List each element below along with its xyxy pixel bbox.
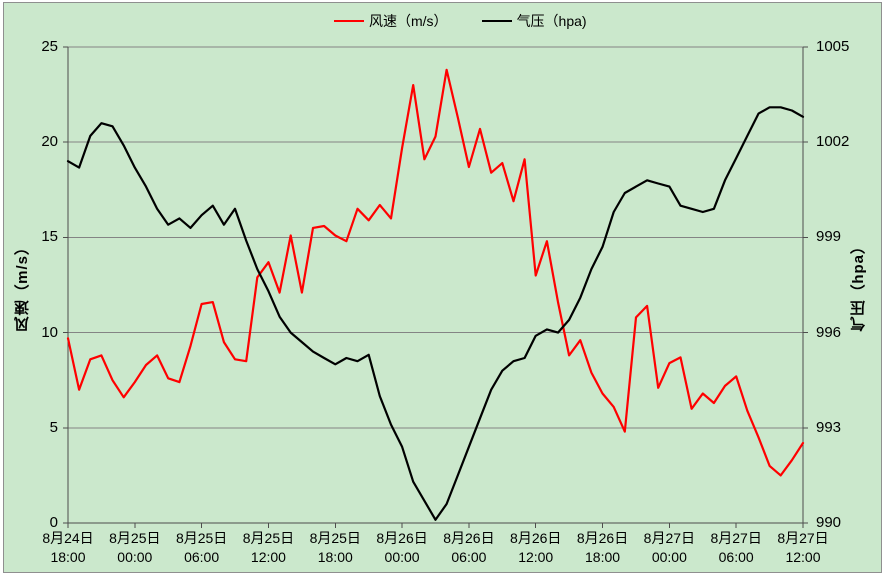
right-axis-title: 气压（hpa）: [849, 238, 867, 332]
x-tick-date: 8月26日: [510, 530, 562, 546]
x-tick-time: 18:00: [585, 548, 621, 565]
right-axis-title-wrap: 气压（hpa）: [845, 47, 871, 523]
wind-speed-line: [66, 68, 805, 477]
x-axis-tick-label: 8月26日 12:00: [491, 529, 581, 566]
right-axis-tick-label: 993: [816, 418, 842, 436]
x-tick-date: 8月25日: [109, 530, 161, 546]
x-tick-time: 00:00: [117, 548, 153, 565]
x-axis-tick-label: 8月27日 00:00: [624, 529, 714, 566]
x-tick-date: 8月27日: [777, 530, 829, 546]
right-axis-tick-label: 996: [816, 323, 842, 341]
wind-legend-line-icon: [334, 20, 364, 22]
legend-item-pressure: 气压（hpa): [481, 11, 587, 31]
legend-item-wind: 风速（m/s）: [334, 11, 448, 31]
left-axis-tick-label: 25: [41, 38, 58, 55]
left-axis-tick-label: 5: [49, 418, 58, 436]
x-tick-date: 8月27日: [710, 530, 762, 546]
x-axis-tick-label: 8月25日 12:00: [223, 529, 313, 566]
wind-legend-label: 风速（m/s）: [369, 13, 448, 29]
x-tick-time: 06:00: [451, 548, 487, 565]
x-axis-tick-label: 8月25日 18:00: [290, 529, 380, 566]
left-axis-title: 风速（m/s）: [13, 238, 31, 332]
x-tick-date: 8月26日: [376, 530, 428, 546]
x-tick-time: 18:00: [50, 548, 86, 565]
right-axis-tick-label: 1002: [816, 133, 850, 151]
right-axis-tick-label: 999: [816, 228, 842, 246]
legend: 风速（m/s） 气压（hpa): [334, 11, 587, 31]
x-tick-date: 8月25日: [175, 530, 228, 546]
pressure-line: [66, 106, 805, 521]
left-axis-tick-label: 20: [41, 133, 58, 151]
x-tick-time: 12:00: [518, 548, 554, 565]
x-tick-time: 00:00: [384, 548, 420, 565]
pressure-legend-label: 气压（hpa): [516, 13, 587, 29]
x-axis-tick-label: 8月26日 18:00: [558, 529, 648, 566]
x-tick-time: 00:00: [651, 548, 687, 565]
pressure-legend-line-icon: [481, 20, 512, 22]
left-axis-title-wrap: 风速（m/s）: [9, 47, 35, 523]
x-axis-tick-label: 8月25日 06:00: [157, 529, 247, 566]
right-axis-tick-label: 990: [816, 514, 842, 531]
x-tick-time: 12:00: [250, 548, 286, 565]
left-axis-tick-label: 15: [41, 228, 58, 246]
x-tick-time: 06:00: [184, 548, 220, 565]
x-tick-date: 8月27日: [643, 530, 696, 546]
x-axis-tick-label: 8月24日 18:00: [23, 529, 113, 566]
x-axis-tick-label: 8月25日 00:00: [90, 529, 180, 566]
x-tick-date: 8月26日: [443, 530, 495, 546]
x-axis-tick-label: 8月26日 00:00: [357, 529, 447, 566]
x-axis-tick-label: 8月26日 06:00: [424, 529, 514, 566]
x-axis-tick-label: 8月27日 06:00: [691, 529, 781, 566]
right-axis-tick-label: 1005: [816, 38, 850, 55]
x-axis-tick-label: 8月27日 12:00: [758, 529, 848, 566]
x-tick-time: 12:00: [785, 548, 821, 565]
x-tick-date: 8月25日: [309, 530, 361, 546]
x-tick-date: 8月24日: [42, 530, 94, 546]
x-tick-time: 18:00: [317, 548, 353, 565]
x-tick-time: 06:00: [718, 548, 754, 565]
left-axis-tick-label: 0: [49, 514, 58, 531]
left-axis-tick-label: 10: [41, 323, 58, 341]
x-tick-date: 8月25日: [242, 530, 295, 546]
x-tick-date: 8月26日: [576, 530, 629, 546]
